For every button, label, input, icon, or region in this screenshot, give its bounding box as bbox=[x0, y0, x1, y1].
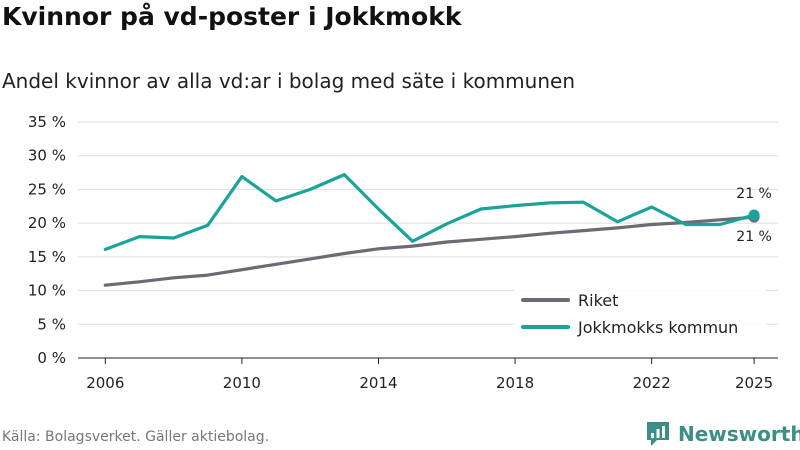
series-line-jokkmokk bbox=[103, 173, 756, 251]
series-lines bbox=[103, 173, 760, 287]
y-tick-label: 10 % bbox=[28, 282, 66, 300]
chart-subtitle: Andel kvinnor av alla vd:ar i bolag med … bbox=[2, 69, 575, 93]
x-tick-label: 2022 bbox=[633, 374, 671, 392]
y-tick-label: 35 % bbox=[28, 113, 66, 131]
x-tick-label: 2025 bbox=[735, 374, 773, 392]
x-tick-label: 2006 bbox=[86, 374, 124, 392]
y-tick-label: 25 % bbox=[28, 180, 66, 198]
end-labels: 21 % 21 % bbox=[736, 186, 772, 245]
series-end-marker bbox=[748, 209, 760, 221]
axes: 0 % 5 % 10 % 15 % 20 % 25 % 30 % 35 % 2006 2010 20… bbox=[28, 113, 778, 392]
y-tick-label: 30 % bbox=[28, 147, 66, 165]
legend-background bbox=[514, 286, 766, 344]
end-value-label: 21 % bbox=[736, 186, 772, 202]
source-note: Källa: Bolagsverket. Gäller aktiebolag. bbox=[2, 429, 270, 445]
chart-title: Kvinnor på vd-poster i Jokkmokk bbox=[2, 2, 462, 31]
brand-name: Newsworthy bbox=[678, 422, 800, 446]
newsworthy-icon bbox=[647, 422, 669, 446]
y-tick-label: 20 % bbox=[28, 214, 66, 232]
legend-label: Jokkmokks kommun bbox=[577, 318, 738, 337]
legend: Riket Jokkmokks kommun bbox=[514, 286, 766, 344]
y-tick-label: 0 % bbox=[37, 349, 66, 367]
x-tick-label: 2014 bbox=[359, 374, 397, 392]
newsworthy-logo[interactable]: Newsworthy bbox=[645, 420, 800, 448]
x-tick-label: 2010 bbox=[223, 374, 261, 392]
y-tick-label: 5 % bbox=[37, 315, 66, 333]
x-tick-label: 2018 bbox=[496, 374, 534, 392]
legend-label: Riket bbox=[578, 291, 618, 310]
series-line-riket bbox=[103, 215, 756, 287]
end-value-label: 21 % bbox=[736, 229, 772, 245]
y-tick-label: 15 % bbox=[28, 248, 66, 266]
